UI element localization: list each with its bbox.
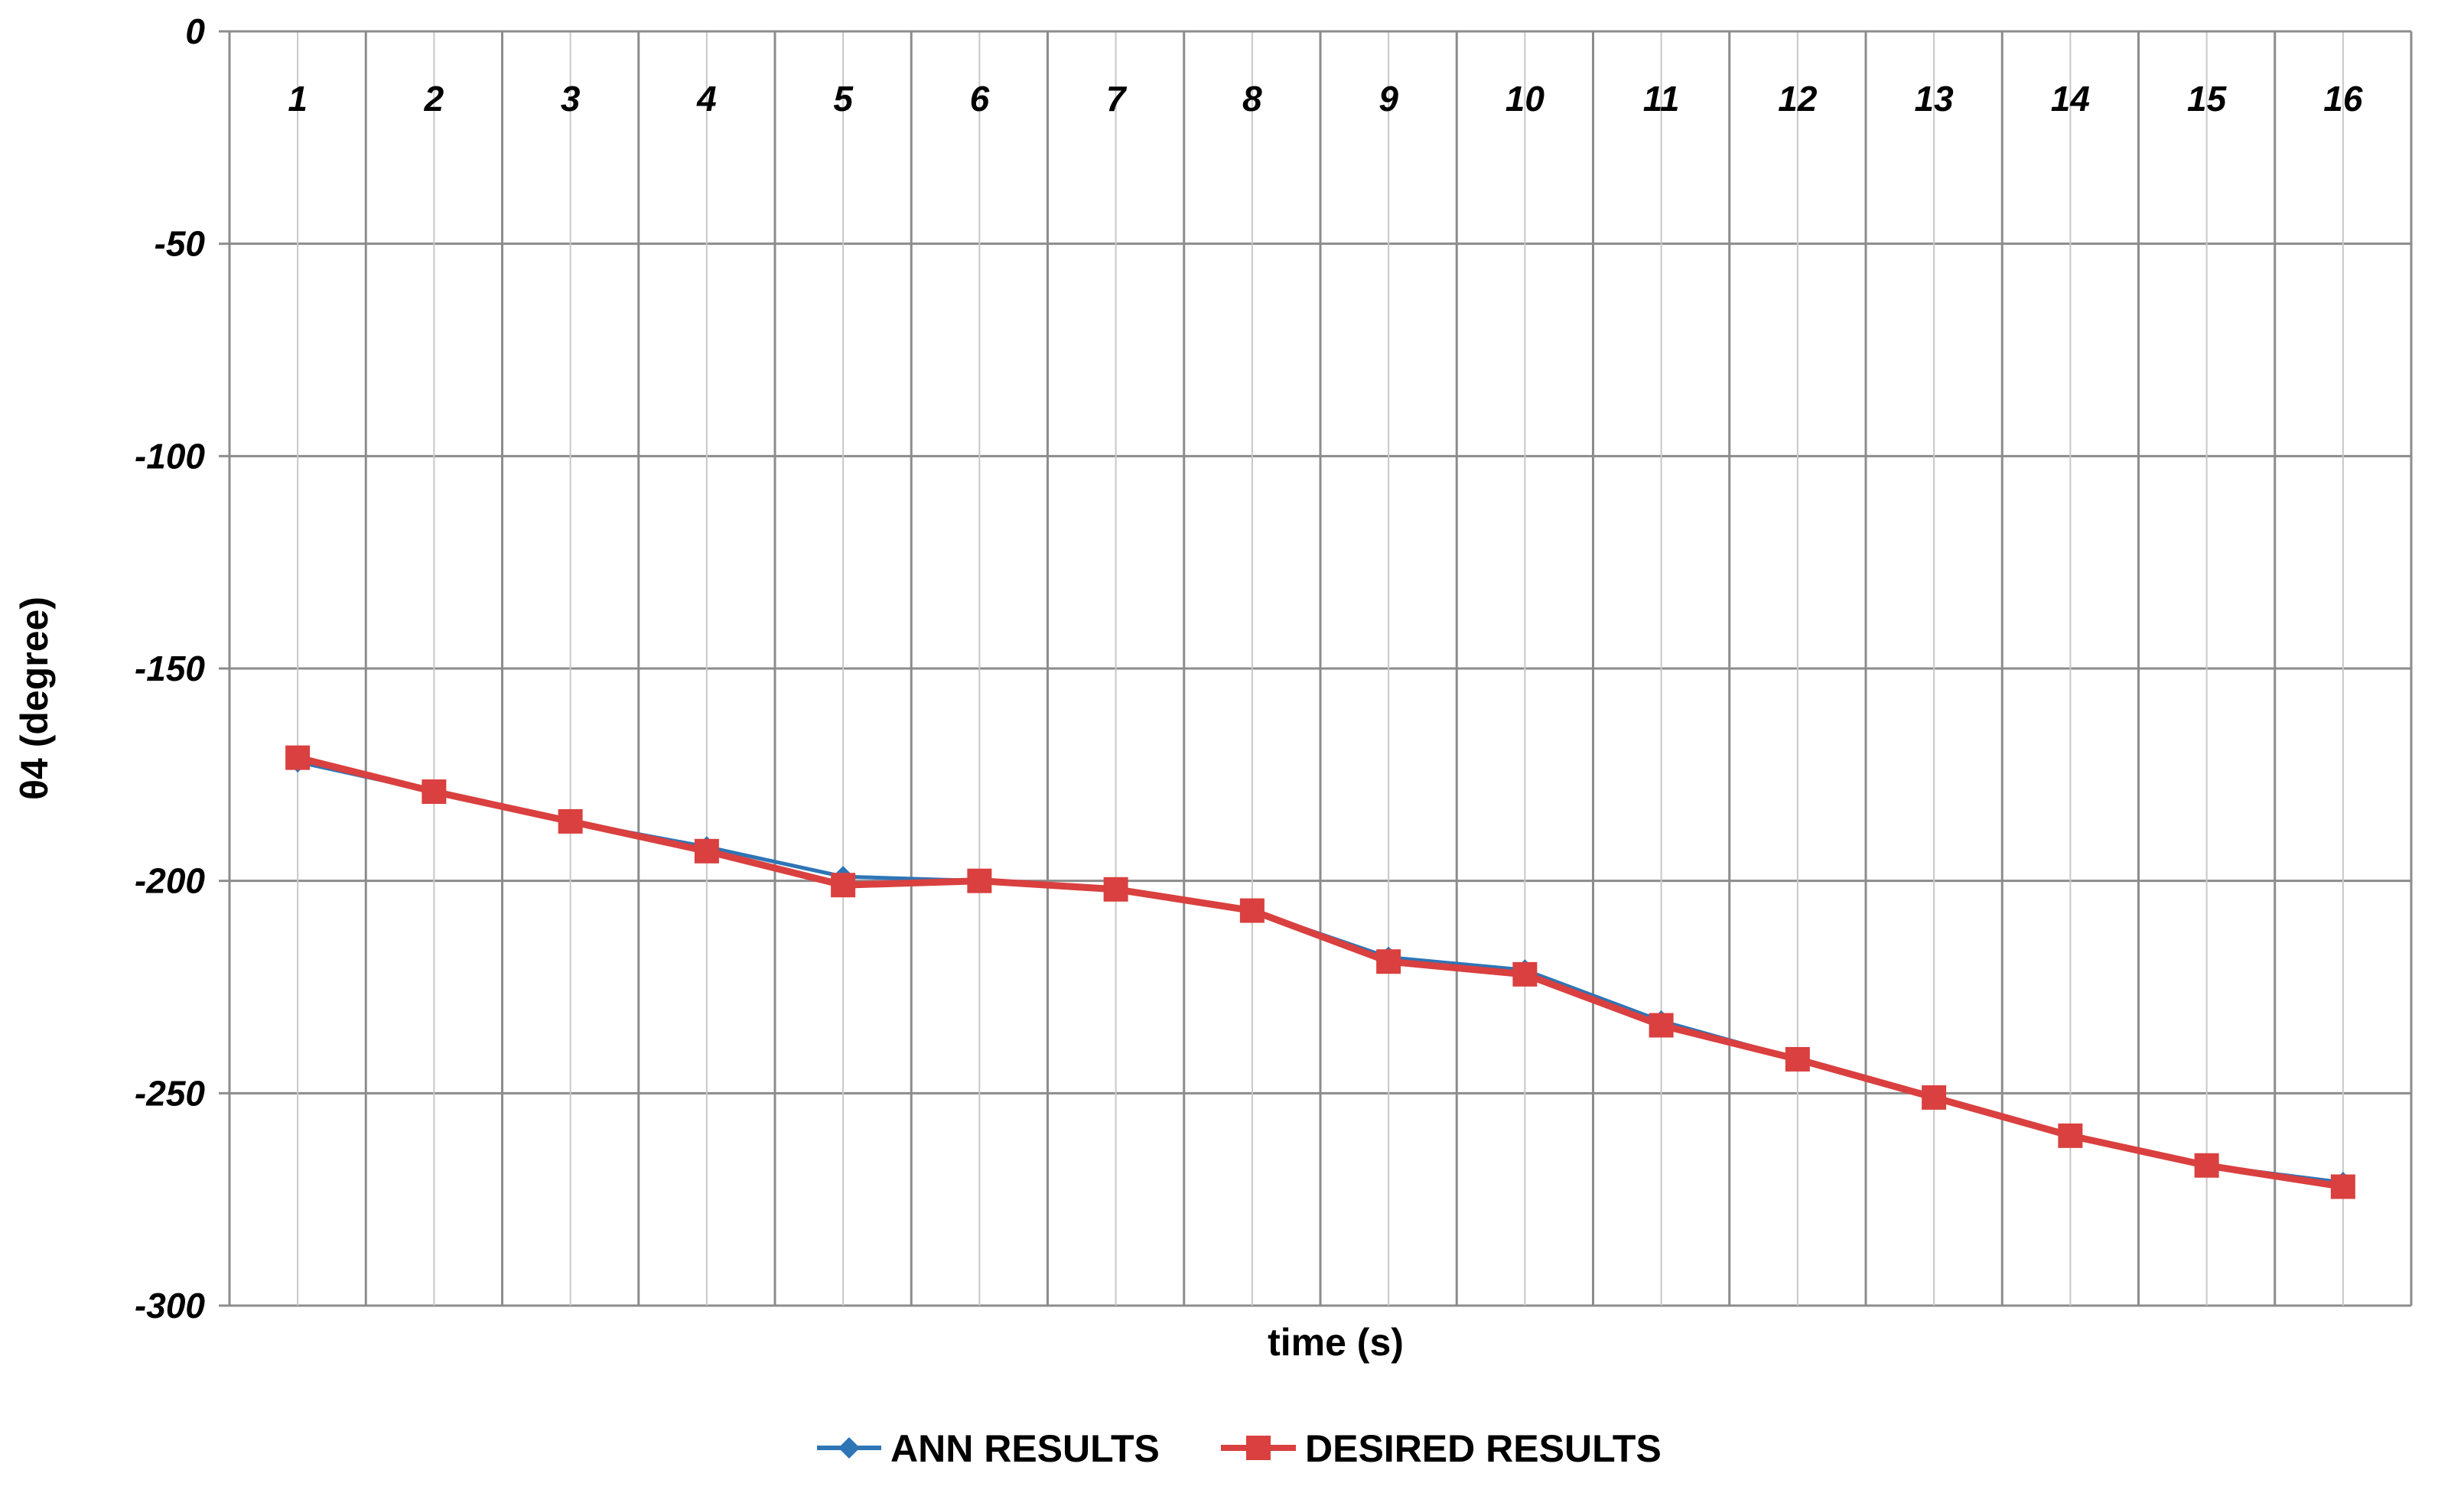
- x-tick-label: 6: [970, 79, 990, 119]
- legend-item-ann: ANN RESULTS: [817, 1427, 1160, 1470]
- data-point-desired: [285, 745, 311, 770]
- x-tick-label: 10: [1505, 79, 1545, 119]
- data-point-desired: [558, 808, 583, 834]
- x-tick-label: 4: [696, 79, 717, 119]
- y-tick-label: -150: [135, 649, 205, 688]
- x-tick-label: 13: [1915, 79, 1955, 119]
- data-point-desired: [1649, 1013, 1674, 1038]
- x-tick-label: 5: [833, 79, 854, 119]
- x-tick-label: 7: [1106, 79, 1128, 119]
- x-tick-label: 2: [424, 79, 444, 119]
- legend-label-desired: DESIRED RESULTS: [1305, 1427, 1662, 1470]
- legend-item-desired: DESIRED RESULTS: [1221, 1427, 1662, 1470]
- x-axis-title: time (s): [1268, 1321, 1404, 1364]
- data-point-desired: [422, 779, 447, 805]
- x-tick-label: 11: [1643, 79, 1680, 119]
- x-tick-label: 8: [1242, 79, 1262, 119]
- legend-marker-ann: [838, 1437, 860, 1459]
- x-tick-label: 1: [288, 79, 308, 119]
- y-tick-label: -250: [135, 1073, 205, 1113]
- data-point-desired: [967, 868, 992, 893]
- data-point-desired: [831, 873, 856, 898]
- axis-layer: [219, 30, 2411, 1307]
- x-tick-label: 15: [2187, 79, 2228, 119]
- label-layer: time (s) θ4 (degree) 0 -50 -100 -150 -200 -25…: [13, 11, 2363, 1364]
- data-point-desired: [2058, 1123, 2083, 1148]
- data-point-desired: [694, 838, 719, 864]
- x-tick-label: 14: [2051, 79, 2090, 119]
- x-tick-label: 9: [1378, 79, 1398, 119]
- series-line-desired: [297, 754, 2344, 1190]
- x-tick-label: 16: [2323, 79, 2363, 119]
- y-tick-label: -200: [135, 861, 205, 901]
- data-point-desired: [2330, 1174, 2355, 1199]
- data-point-desired: [1785, 1046, 1810, 1072]
- x-tick-label: 12: [1778, 79, 1818, 119]
- data-point-desired: [1512, 961, 1538, 987]
- data-point-desired: [2194, 1153, 2219, 1178]
- x-tick-label: 3: [561, 79, 581, 119]
- y-tick-label: -50: [155, 224, 206, 264]
- grid-layer: [228, 30, 2413, 1307]
- data-point-desired: [1239, 898, 1265, 923]
- data-point-desired: [1376, 949, 1401, 974]
- y-tick-label: 0: [185, 11, 205, 51]
- legend-label-ann: ANN RESULTS: [890, 1427, 1160, 1470]
- y-tick-label: -100: [135, 436, 205, 476]
- legend-marker-desired: [1246, 1436, 1271, 1460]
- y-axis-title: θ4 (degree): [13, 597, 56, 800]
- legend: ANN RESULTS DESIRED RESULTS: [817, 1427, 1662, 1470]
- marker-layer: [285, 745, 2355, 1199]
- series-layer: [297, 754, 2344, 1190]
- data-point-desired: [1922, 1085, 1947, 1110]
- data-point-desired: [1103, 877, 1128, 902]
- y-tick-label: -300: [135, 1286, 205, 1325]
